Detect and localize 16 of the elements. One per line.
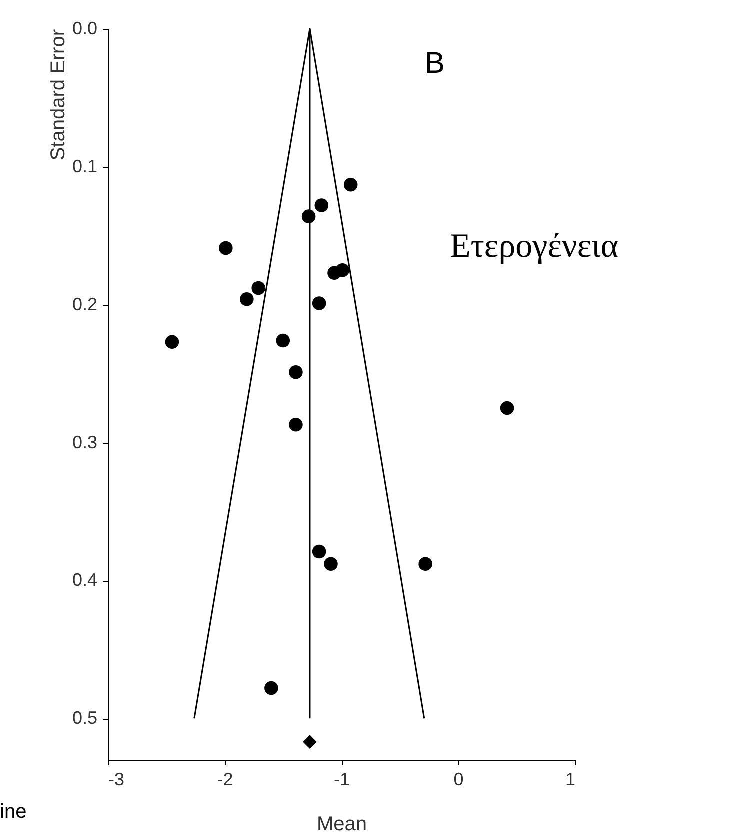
y-tick-label: 0.1 <box>72 156 98 176</box>
text: ine <box>0 801 27 823</box>
x-tick-label: 1 <box>565 770 576 790</box>
y-tick-label: 0.5 <box>72 708 98 728</box>
y-tick-label: 0.4 <box>72 570 98 590</box>
y-tick-label: 0.2 <box>72 294 98 314</box>
x-tick-label: 0 <box>454 770 464 790</box>
x-tick-label: -1 <box>334 770 350 790</box>
y-tick-label: 0.3 <box>72 432 98 452</box>
x-axis-title: Mean <box>316 814 368 832</box>
y-tick-label: 0.0 <box>72 18 98 38</box>
x-tick-label: -2 <box>217 770 234 790</box>
x-tick-label: -3 <box>108 770 125 790</box>
annotation: B <box>425 47 446 80</box>
y-axis-title: Standard Error <box>47 29 70 161</box>
annotation: Ετερογένεια <box>450 228 619 265</box>
